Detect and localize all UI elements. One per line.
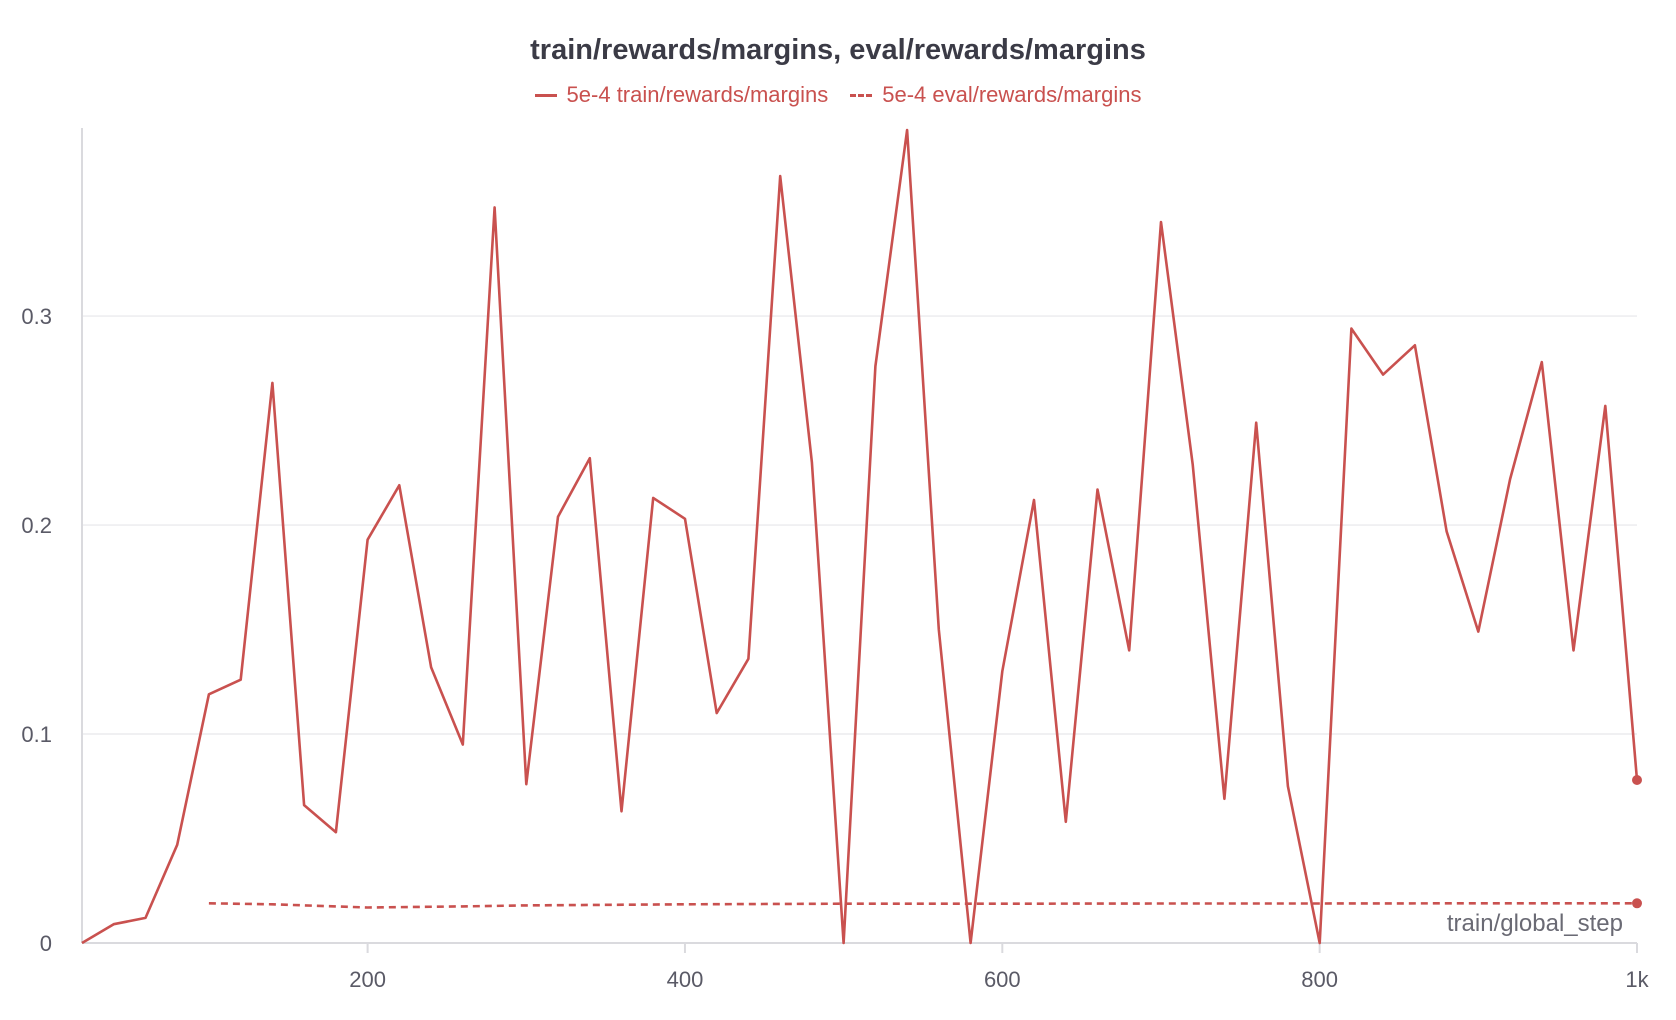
series-line-train xyxy=(81,128,1639,945)
chart-title: train/rewards/margins, eval/rewards/marg… xyxy=(530,34,1146,66)
x-tick-label: 600 xyxy=(984,967,1021,992)
y-tick-label: 0 xyxy=(40,931,52,956)
legend-label-train: 5e-4 train/rewards/margins xyxy=(566,82,829,107)
legend-item-eval[interactable]: 5e-4 eval/rewards/margins xyxy=(850,82,1141,108)
x-tick-label: 200 xyxy=(349,967,386,992)
legend-label-eval: 5e-4 eval/rewards/margins xyxy=(882,82,1142,107)
x-tick-label: 1k xyxy=(1625,967,1649,992)
x-tick-label: 400 xyxy=(667,967,704,992)
series-line-eval xyxy=(208,901,1637,909)
legend-swatch-dashed xyxy=(850,93,873,97)
y-tick-label: 0.3 xyxy=(21,304,52,329)
x-axis-title: train/global_step xyxy=(1447,910,1623,937)
legend-item-train[interactable]: 5e-4 train/rewards/margins xyxy=(534,82,829,108)
series-end-point-eval xyxy=(1632,898,1642,909)
x-tick-label: 800 xyxy=(1301,967,1338,992)
legend: 5e-4 train/rewards/margins 5e-4 eval/rew… xyxy=(0,82,1676,108)
y-tick-label: 0.1 xyxy=(21,722,52,747)
y-tick-label: 0.2 xyxy=(21,513,52,538)
series-end-point-train xyxy=(1632,775,1642,785)
legend-swatch-solid xyxy=(534,93,557,97)
